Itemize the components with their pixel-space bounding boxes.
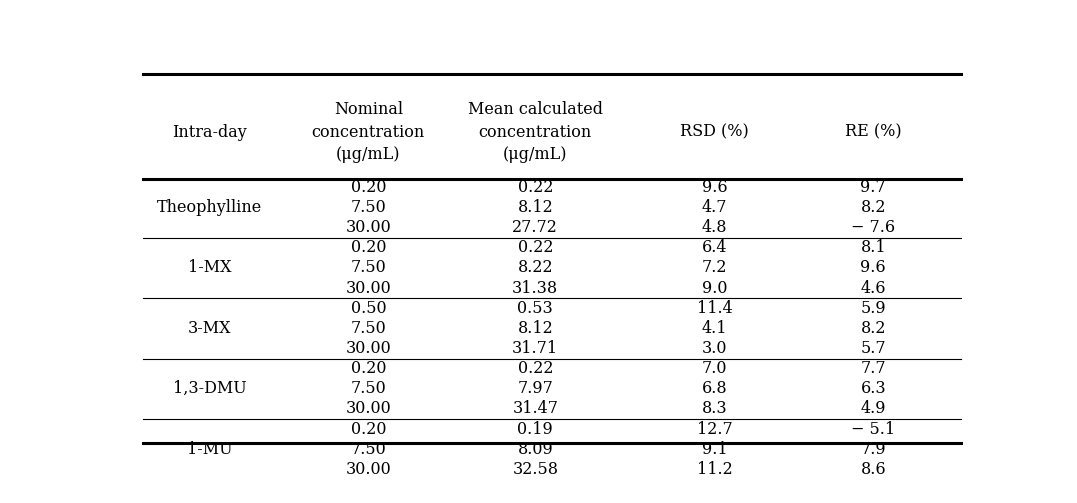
Text: 8.2: 8.2 bbox=[861, 320, 886, 337]
Text: 3.0: 3.0 bbox=[702, 340, 727, 357]
Text: 8.6: 8.6 bbox=[861, 461, 886, 478]
Text: 27.72: 27.72 bbox=[513, 219, 558, 236]
Text: Intra-day: Intra-day bbox=[172, 124, 247, 140]
Text: 30.00: 30.00 bbox=[346, 461, 391, 478]
Text: 0.22: 0.22 bbox=[518, 239, 553, 257]
Text: 31.38: 31.38 bbox=[513, 280, 558, 297]
Text: 8.2: 8.2 bbox=[861, 199, 886, 216]
Text: 4.1: 4.1 bbox=[702, 320, 727, 337]
Text: 0.20: 0.20 bbox=[351, 239, 386, 257]
Text: 7.97: 7.97 bbox=[517, 380, 554, 397]
Text: 0.22: 0.22 bbox=[518, 179, 553, 196]
Text: 11.2: 11.2 bbox=[697, 461, 732, 478]
Text: 7.0: 7.0 bbox=[702, 360, 727, 377]
Text: 9.7: 9.7 bbox=[861, 179, 886, 196]
Text: RE (%): RE (%) bbox=[845, 124, 901, 140]
Text: 30.00: 30.00 bbox=[346, 219, 391, 236]
Text: RSD (%): RSD (%) bbox=[681, 124, 750, 140]
Text: 12.7: 12.7 bbox=[697, 421, 732, 438]
Text: 31.47: 31.47 bbox=[513, 400, 558, 417]
Text: 5.9: 5.9 bbox=[861, 300, 886, 317]
Text: 9.1: 9.1 bbox=[702, 441, 728, 458]
Text: 8.09: 8.09 bbox=[517, 441, 554, 458]
Text: 4.6: 4.6 bbox=[861, 280, 886, 297]
Text: − 7.6: − 7.6 bbox=[851, 219, 895, 236]
Text: 9.6: 9.6 bbox=[702, 179, 728, 196]
Text: 6.8: 6.8 bbox=[702, 380, 728, 397]
Text: 3-MX: 3-MX bbox=[188, 320, 232, 337]
Text: 32.58: 32.58 bbox=[513, 461, 558, 478]
Text: 4.8: 4.8 bbox=[702, 219, 727, 236]
Text: 8.3: 8.3 bbox=[702, 400, 728, 417]
Text: Nominal
concentration
(μg/mL): Nominal concentration (μg/mL) bbox=[311, 101, 425, 162]
Text: 5.7: 5.7 bbox=[861, 340, 886, 357]
Text: 0.22: 0.22 bbox=[518, 360, 553, 377]
Text: − 5.1: − 5.1 bbox=[851, 421, 895, 438]
Text: 8.22: 8.22 bbox=[517, 260, 554, 277]
Text: 7.2: 7.2 bbox=[702, 260, 727, 277]
Text: 0.20: 0.20 bbox=[351, 360, 386, 377]
Text: 7.50: 7.50 bbox=[350, 260, 387, 277]
Text: 6.4: 6.4 bbox=[702, 239, 727, 257]
Text: 0.53: 0.53 bbox=[517, 300, 554, 317]
Text: 30.00: 30.00 bbox=[346, 400, 391, 417]
Text: 7.50: 7.50 bbox=[350, 199, 387, 216]
Text: 8.12: 8.12 bbox=[517, 199, 554, 216]
Text: Mean calculated
concentration
(μg/mL): Mean calculated concentration (μg/mL) bbox=[467, 101, 603, 162]
Text: 1-MX: 1-MX bbox=[188, 260, 232, 277]
Text: 7.50: 7.50 bbox=[350, 380, 387, 397]
Text: 1,3-DMU: 1,3-DMU bbox=[173, 380, 247, 397]
Text: 7.9: 7.9 bbox=[861, 441, 886, 458]
Text: 1-MU: 1-MU bbox=[187, 441, 233, 458]
Text: 7.50: 7.50 bbox=[350, 320, 387, 337]
Text: 4.9: 4.9 bbox=[861, 400, 886, 417]
Text: 6.3: 6.3 bbox=[861, 380, 886, 397]
Text: 8.1: 8.1 bbox=[861, 239, 886, 257]
Text: 30.00: 30.00 bbox=[346, 340, 391, 357]
Text: 0.50: 0.50 bbox=[350, 300, 387, 317]
Text: 4.7: 4.7 bbox=[702, 199, 727, 216]
Text: 8.12: 8.12 bbox=[517, 320, 554, 337]
Text: 11.4: 11.4 bbox=[697, 300, 732, 317]
Text: 7.50: 7.50 bbox=[350, 441, 387, 458]
Text: 7.7: 7.7 bbox=[861, 360, 886, 377]
Text: 31.71: 31.71 bbox=[513, 340, 558, 357]
Text: 0.20: 0.20 bbox=[351, 421, 386, 438]
Text: 9.6: 9.6 bbox=[861, 260, 886, 277]
Text: Theophylline: Theophylline bbox=[157, 199, 263, 216]
Text: 0.20: 0.20 bbox=[351, 179, 386, 196]
Text: 9.0: 9.0 bbox=[702, 280, 727, 297]
Text: 0.19: 0.19 bbox=[517, 421, 554, 438]
Text: 30.00: 30.00 bbox=[346, 280, 391, 297]
